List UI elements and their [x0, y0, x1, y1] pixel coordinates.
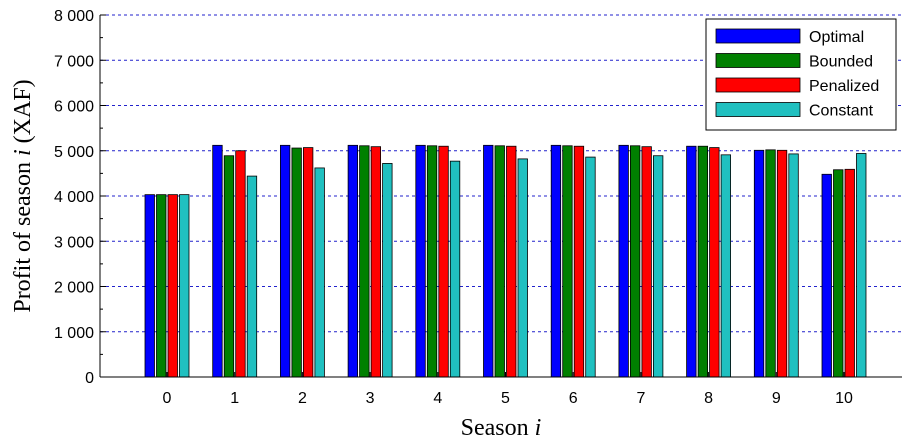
- bar-penalized-1: [235, 150, 246, 378]
- x-tick-label: 6: [569, 390, 578, 407]
- bar-bounded-7: [630, 145, 641, 378]
- bar-bounded-5: [494, 145, 505, 378]
- legend-swatch-constant: [715, 102, 801, 117]
- x-tick-label: 10: [835, 390, 853, 407]
- bar-bounded-4: [426, 145, 438, 378]
- x-tick-label: 2: [298, 390, 307, 407]
- legend-label-optimal: Optimal: [809, 29, 864, 46]
- bar-constant-10: [856, 153, 867, 378]
- legend-label-penalized: Penalized: [809, 78, 879, 95]
- bar-constant-0: [179, 194, 190, 378]
- bar-optimal-2: [279, 144, 291, 378]
- y-tick-label: 3 000: [54, 234, 94, 251]
- bar-optimal-4: [415, 144, 426, 378]
- bar-optimal-3: [347, 144, 359, 378]
- bar-penalized-4: [438, 145, 449, 378]
- bar-optimal-7: [618, 144, 629, 378]
- legend-swatch-penalized: [715, 77, 801, 93]
- bar-constant-8: [720, 154, 731, 378]
- x-tick-label: 3: [366, 390, 375, 407]
- bar-constant-3: [382, 163, 393, 378]
- y-tick-label: 5 000: [54, 144, 94, 161]
- bar-optimal-0: [144, 194, 155, 378]
- legend-swatch-optimal: [715, 28, 801, 44]
- bar-constant-5: [517, 158, 528, 378]
- y-tick-label: 2 000: [54, 280, 94, 297]
- bar-constant-9: [788, 153, 799, 378]
- x-tick-label: 7: [636, 390, 645, 407]
- bar-penalized-2: [302, 147, 314, 378]
- bar-optimal-10: [821, 173, 832, 378]
- y-axis-ticks: 0 1 000 2 000 3 000 4 000 5 000 6 000 7 000 8 00…: [54, 8, 106, 387]
- bar-penalized-8: [709, 147, 720, 378]
- x-tick-label: 1: [230, 390, 239, 407]
- y-tick-label: 8 000: [54, 8, 94, 25]
- bar-bounded-1: [223, 155, 235, 378]
- bar-bounded-9: [765, 149, 776, 378]
- x-tick-label: 8: [704, 390, 713, 407]
- x-tick-label: 5: [501, 390, 510, 407]
- y-tick-label: 4 000: [54, 189, 94, 206]
- legend-label-bounded: Bounded: [809, 54, 873, 71]
- bar-penalized-6: [573, 145, 585, 378]
- bar-penalized-10: [844, 168, 855, 378]
- bar-constant-6: [585, 156, 596, 378]
- y-tick-label: 6 000: [54, 99, 94, 116]
- bar-bounded-2: [291, 147, 302, 378]
- bar-optimal-8: [686, 145, 697, 378]
- bars: [144, 144, 867, 378]
- y-axis-label: Profit of season i (XAF): [10, 79, 36, 312]
- bar-constant-4: [449, 160, 461, 378]
- bar-penalized-3: [370, 146, 382, 378]
- x-tick-label: 0: [163, 390, 172, 407]
- legend-swatch-bounded: [715, 53, 801, 68]
- x-tick-label: 9: [772, 390, 781, 407]
- bar-constant-7: [653, 155, 664, 378]
- legend-label-constant: Constant: [809, 103, 874, 120]
- x-axis-label: Season i: [461, 415, 542, 441]
- bar-optimal-5: [483, 144, 494, 378]
- bar-penalized-9: [776, 149, 788, 378]
- bar-optimal-1: [212, 144, 223, 378]
- y-tick-label: 0: [85, 370, 94, 387]
- y-tick-label: 7 000: [54, 53, 94, 70]
- bar-optimal-6: [550, 144, 562, 378]
- bar-penalized-5: [506, 145, 517, 378]
- x-tick-label: 4: [433, 390, 442, 407]
- bar-penalized-0: [167, 194, 178, 378]
- legend: Optimal Bounded Penalized Constant: [705, 18, 897, 131]
- y-tick-label: 1 000: [54, 325, 94, 342]
- bar-penalized-7: [641, 146, 652, 378]
- bar-bounded-0: [156, 194, 167, 378]
- bar-constant-2: [314, 167, 325, 378]
- bar-bounded-10: [833, 169, 844, 378]
- bar-optimal-9: [753, 149, 765, 378]
- bar-bounded-6: [562, 145, 573, 378]
- bar-bounded-8: [697, 145, 708, 378]
- x-axis-ticks: 0 1 2 3 4 5 6 7 8 9 10: [163, 372, 853, 407]
- bar-bounded-3: [359, 145, 370, 378]
- bar-constant-1: [246, 175, 258, 378]
